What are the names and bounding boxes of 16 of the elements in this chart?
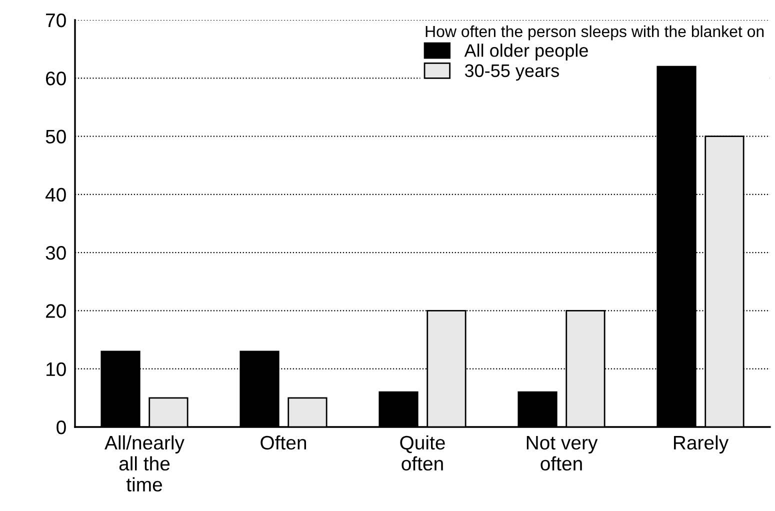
legend-label: 30-55 years bbox=[464, 64, 559, 81]
x-tick-label: All/nearly all the time bbox=[104, 435, 184, 492]
legend-title: How often the person sleeps with the blanket on bbox=[426, 25, 764, 40]
x-tick-label: Quite often bbox=[400, 435, 445, 471]
y-tick-label: 30 bbox=[46, 246, 66, 260]
y-tick-label: 50 bbox=[46, 130, 66, 144]
x-tick-label: Often bbox=[260, 435, 306, 450]
y-tick-label: 10 bbox=[46, 362, 66, 376]
legend-label: All older people bbox=[464, 44, 588, 60]
y-tick-label: 60 bbox=[46, 72, 66, 86]
y-tick-label: 20 bbox=[46, 304, 66, 318]
y-tick-label: 40 bbox=[45, 188, 66, 202]
y-tick-label: 70 bbox=[46, 13, 66, 28]
y-tick-label: 0 bbox=[56, 420, 66, 434]
x-tick-label: Not very often bbox=[526, 436, 598, 471]
x-tick-label: Rarely bbox=[674, 435, 729, 454]
